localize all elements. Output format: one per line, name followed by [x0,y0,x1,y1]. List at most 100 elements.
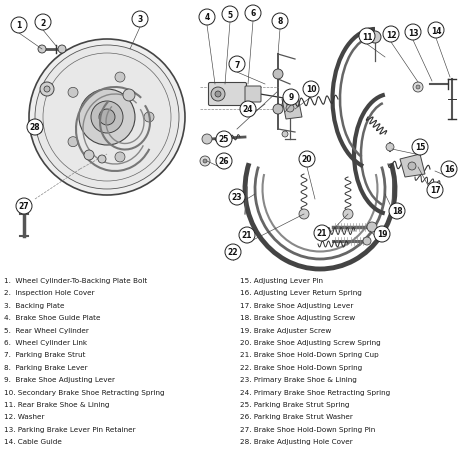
Text: 25. Parking Brake Strut Spring: 25. Parking Brake Strut Spring [240,401,349,407]
Text: 3.  Backing Plate: 3. Backing Plate [4,302,64,308]
Text: 4.  Brake Shoe Guide Plate: 4. Brake Shoe Guide Plate [4,314,100,320]
Text: 21: 21 [242,231,252,240]
Circle shape [27,120,43,136]
Circle shape [215,92,221,98]
Circle shape [416,86,420,90]
Text: 3: 3 [137,15,143,25]
Circle shape [29,40,185,196]
Circle shape [239,228,255,243]
Circle shape [40,83,54,97]
Text: 22. Brake Shoe Hold-Down Spring: 22. Brake Shoe Hold-Down Spring [240,364,362,370]
Circle shape [386,144,394,152]
Circle shape [199,10,215,26]
Circle shape [99,110,115,126]
Text: 7: 7 [234,61,240,69]
Text: 16. Adjusting Lever Return Spring: 16. Adjusting Lever Return Spring [240,290,362,296]
Circle shape [35,15,51,31]
Text: 10: 10 [306,86,316,94]
Text: 22: 22 [228,248,238,257]
Circle shape [202,135,212,145]
Text: 27. Brake Shoe Hold-Down Spring Pin: 27. Brake Shoe Hold-Down Spring Pin [240,426,375,432]
Circle shape [303,82,319,98]
Circle shape [369,32,381,44]
Text: 13: 13 [408,28,418,37]
Text: 14. Cable Guide: 14. Cable Guide [4,438,62,444]
Text: 18. Brake Shoe Adjusting Screw: 18. Brake Shoe Adjusting Screw [240,314,355,320]
Circle shape [282,131,288,138]
Ellipse shape [28,125,42,134]
Text: 5: 5 [228,10,233,20]
Circle shape [132,12,148,28]
FancyBboxPatch shape [245,87,261,103]
Text: 28: 28 [30,123,40,132]
Text: 13. Parking Brake Lever Pin Retainer: 13. Parking Brake Lever Pin Retainer [4,426,136,432]
Text: 28. Brake Adjusting Hole Cover: 28. Brake Adjusting Hole Cover [240,438,353,444]
Text: 11: 11 [362,32,372,41]
FancyBboxPatch shape [209,83,246,106]
Text: 9: 9 [288,93,293,102]
Text: 17: 17 [430,186,440,195]
Text: 19: 19 [377,230,387,239]
Text: 6.  Wheel Cylinder Link: 6. Wheel Cylinder Link [4,339,87,345]
Circle shape [216,154,232,170]
Circle shape [273,105,283,115]
Circle shape [44,87,50,93]
Text: 9.  Brake Shoe Adjusting Lever: 9. Brake Shoe Adjusting Lever [4,376,115,382]
Circle shape [16,198,32,214]
Circle shape [225,244,241,260]
Text: 23. Primary Brake Shoe & Lining: 23. Primary Brake Shoe & Lining [240,376,357,382]
Text: 4: 4 [204,14,210,22]
Text: 2: 2 [40,19,46,27]
Circle shape [38,46,46,54]
Text: 2.  Inspection Hole Cover: 2. Inspection Hole Cover [4,290,95,296]
Circle shape [413,83,423,93]
Circle shape [240,102,256,118]
Text: 19. Brake Adjuster Screw: 19. Brake Adjuster Screw [240,327,331,333]
Text: 1.  Wheel Cylinder-To-Backing Plate Bolt: 1. Wheel Cylinder-To-Backing Plate Bolt [4,278,147,283]
Text: 26: 26 [219,157,229,166]
Circle shape [412,140,428,156]
Circle shape [211,88,225,102]
Circle shape [441,162,457,177]
Circle shape [363,238,371,245]
Text: 21: 21 [317,229,327,238]
Circle shape [283,90,299,106]
Circle shape [314,226,330,242]
Text: 20: 20 [302,155,312,164]
Circle shape [35,46,179,190]
Circle shape [359,29,375,45]
Polygon shape [400,155,425,177]
Text: 20. Brake Shoe Adjusting Screw Spring: 20. Brake Shoe Adjusting Screw Spring [240,339,381,345]
Text: 12: 12 [386,30,396,40]
Circle shape [405,25,421,41]
Text: 14: 14 [431,26,441,35]
Circle shape [229,190,245,206]
Circle shape [79,90,135,146]
Circle shape [144,113,154,123]
Circle shape [427,182,443,198]
Circle shape [58,46,66,54]
Circle shape [299,152,315,167]
Circle shape [68,88,78,98]
Text: 18: 18 [392,207,402,216]
Circle shape [84,151,94,161]
Circle shape [245,6,261,22]
Text: 8.  Parking Brake Lever: 8. Parking Brake Lever [4,364,88,370]
Circle shape [229,57,245,73]
Text: 16: 16 [444,165,454,174]
Text: 1: 1 [17,21,22,30]
Text: 24: 24 [243,105,253,114]
Circle shape [222,7,238,23]
Text: 8: 8 [277,17,283,26]
Circle shape [203,160,207,164]
Text: 26. Parking Brake Strut Washer: 26. Parking Brake Strut Washer [240,414,353,420]
Circle shape [200,157,210,167]
Circle shape [286,105,294,113]
Circle shape [343,210,353,219]
Circle shape [272,14,288,30]
Circle shape [91,102,123,134]
Circle shape [68,137,78,147]
Text: 10. Secondary Brake Shoe Retracting Spring: 10. Secondary Brake Shoe Retracting Spri… [4,389,164,395]
Text: 15. Adjusting Lever Pin: 15. Adjusting Lever Pin [240,278,323,283]
Circle shape [123,90,135,102]
